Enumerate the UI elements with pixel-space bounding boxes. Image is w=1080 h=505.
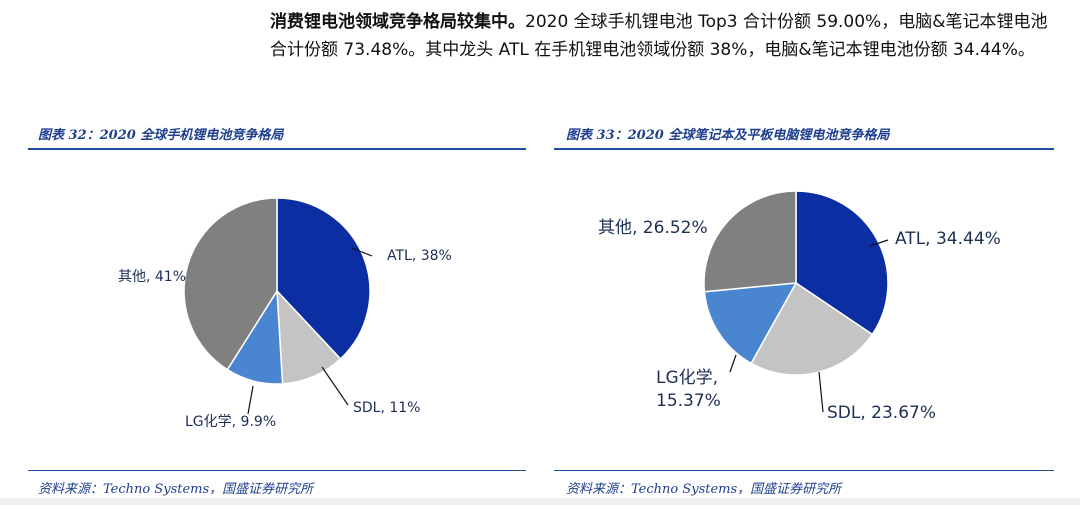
slice-label-1: SDL, 11% (353, 400, 420, 416)
leader-line-2 (729, 354, 737, 373)
leader-line-1 (818, 371, 824, 413)
pie-slice-3 (183, 197, 278, 371)
page-bottom-strip (0, 498, 1080, 505)
pie-slice-0 (276, 197, 371, 361)
leader-line-2 (247, 385, 254, 415)
figure-33-top-rule (554, 148, 1054, 150)
figure-32-top-rule (28, 148, 526, 150)
figure-33-title: 图表 33：2020 全球笔记本及平板电脑锂电池竞争格局 (566, 128, 890, 143)
pie-chart-phone-battery: ATL, 38% SDL, 11% LG化学, 9.9% 其他, 41% (118, 197, 452, 430)
slice-label-3: 其他, 41% (118, 269, 186, 285)
figure-33-bottom-rule (554, 470, 1054, 471)
figure-32-source: 资料来源：Techno Systems，国盛证券研究所 (38, 482, 314, 497)
pie-chart-laptop-battery: ATL, 34.44% SDL, 23.67% LG化学, 15.37% 其他, 26.… (598, 190, 1001, 423)
intro-text: 2020 全球手机锂电池 Top3 合计份额 59.00%，电脑&笔记本锂电池合… (270, 12, 1048, 60)
slice-label-0: ATL, 38% (387, 248, 452, 264)
slice-label-1: SDL, 23.67% (827, 403, 936, 423)
intro-paragraph: 消费锂电池领域竞争格局较集中。2020 全球手机锂电池 Top3 合计份额 59… (270, 8, 1050, 64)
slice-label-0: ATL, 34.44% (895, 229, 1001, 249)
slice-label-2: LG化学, 9.9% (185, 414, 276, 430)
leader-line-0 (869, 239, 889, 247)
pie-slice-0 (795, 190, 889, 336)
leader-line-0 (351, 247, 373, 257)
slice-label-2: LG化学, 15.37% (656, 368, 721, 411)
pie-slice-1 (276, 288, 342, 385)
intro-bold: 消费锂电池领域竞争格局较集中。 (270, 12, 525, 32)
pie-slice-3 (703, 190, 797, 293)
pie-slice-2 (703, 282, 798, 365)
figure-33-source: 资料来源：Techno Systems，国盛证券研究所 (566, 482, 842, 497)
leader-line-1 (321, 366, 349, 406)
figure-32-title: 图表 32：2020 全球手机锂电池竞争格局 (38, 128, 284, 143)
pie-slice-1 (750, 281, 874, 376)
figure-32-bottom-rule (28, 470, 526, 471)
slice-label-3: 其他, 26.52% (598, 218, 708, 238)
